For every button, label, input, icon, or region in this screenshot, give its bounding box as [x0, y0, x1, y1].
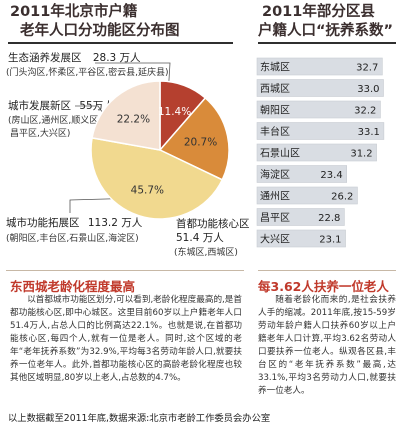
bar-category-label-6: 海淀区	[260, 168, 290, 181]
exp-area-value: 113.2 万人	[87, 217, 143, 229]
bar-series: 东城区 32.7 西城区 33.0 朝阳区 32.2 丰台区 33.1 石景山区 31.2 海淀区 2…	[256, 57, 385, 248]
right-section-heading: 每3.62人扶养一位老人	[258, 279, 389, 294]
bar-2	[256, 79, 384, 97]
bar-value-label-6: 23.4	[320, 170, 342, 181]
pie-title-line-2: 老年人口分功能区分布图	[20, 23, 180, 39]
bar-title-line-2: 户籍人口“抚养系数”	[258, 23, 394, 39]
eco-area-label: 生态涵养发展区 28.3 万人	[8, 50, 141, 65]
bar-category-label-3: 朝阳区	[260, 105, 290, 117]
bar-4	[256, 122, 385, 140]
exp-area-name: 城市功能拓展区	[6, 217, 80, 229]
pie-slices	[90, 80, 230, 220]
footer-source: 以上数据截至2011年底,数据来源:北京市老龄工作委员会办公室	[8, 413, 271, 424]
bar-category-label-9: 大兴区	[260, 233, 290, 246]
exp-area-districts: (朝阳区,丰台区,石景山区,海淀区)	[6, 234, 139, 244]
bar-value-label-9: 23.1	[319, 235, 341, 246]
bar-category-label-4: 丰台区	[260, 125, 290, 138]
bar-chart: 东城区 32.7 西城区 33.0 朝阳区 32.2 丰台区 33.1 石景山区 31.2 海淀区 2…	[256, 57, 385, 248]
bar-category-label-5: 石景山区	[260, 148, 300, 160]
dev-area-name: 城市发展新区	[8, 100, 71, 112]
bar-category-label-1: 东城区	[260, 61, 290, 74]
bar-value-label-3: 32.2	[354, 106, 376, 117]
eco-area-districts: (门头沟区,怀柔区,平谷区,密云县,延庆县)	[6, 68, 169, 78]
bar-value-label-5: 31.2	[350, 149, 372, 160]
left-section-body: 以首都城市功能区划分,可以看到,老龄化程度最高的,是首都功能核心区,即中心城区。…	[10, 295, 242, 383]
bar-title-line-1: 2011年部分区县	[262, 4, 375, 20]
bar-6	[256, 165, 347, 183]
bar-category-label-8: 昌平区	[260, 212, 290, 224]
bar-value-label-1: 32.7	[356, 63, 378, 74]
core-area-name: 首都功能核心区	[176, 218, 250, 230]
pie-slice-dev	[91, 80, 161, 151]
bar-1	[256, 57, 383, 76]
eco-area-name: 生态涵养发展区	[8, 52, 82, 64]
bar-category-label-7: 通州区	[260, 191, 290, 203]
core-area-value: 51.4 万人	[176, 232, 224, 244]
pie-slice-label-dev: 22.2%	[117, 113, 150, 125]
right-section-body: 随着老龄化而来的,是社会扶养人手的缩减。2011年底,按15-59岁劳动年龄户籍…	[258, 295, 396, 396]
bar-7	[256, 186, 358, 205]
dev-area-districts-line-2: 昌平区,大兴区)	[10, 129, 71, 139]
pie-slice-label-eco: 11.4%	[158, 106, 191, 118]
right-section-divider	[258, 270, 396, 271]
bar-category-label-2: 西城区	[260, 83, 290, 95]
bar-9	[256, 229, 346, 248]
bar-5	[256, 143, 377, 162]
pie-labels: 11.4% 20.7% 45.7% 22.2%	[117, 106, 218, 196]
pie-slice-label-exp: 45.7%	[131, 184, 164, 196]
pie-slice-label-core: 20.7%	[184, 137, 217, 149]
pie-slice-core	[158, 96, 230, 181]
bar-value-label-2: 33.0	[357, 84, 379, 95]
bar-value-label-4: 33.1	[358, 127, 380, 138]
bar-value-label-7: 26.2	[331, 192, 353, 203]
bar-value-label-8: 22.8	[318, 213, 340, 224]
exp-area-label: 城市功能拓展区 113.2 万人	[6, 215, 142, 230]
core-area-districts: (东城区,西城区)	[174, 248, 238, 258]
bar-title-divider	[258, 42, 396, 44]
bar-3	[256, 100, 381, 119]
pie-slice-exp	[90, 137, 224, 220]
eco-area-value: 28.3 万人	[92, 52, 141, 64]
pie-title-divider	[8, 42, 233, 44]
pie-chart: 11.4% 20.7% 45.7% 22.2%	[69, 62, 230, 220]
left-section-heading: 东西城老龄化程度最高	[10, 279, 136, 294]
left-section-divider	[6, 270, 244, 271]
dev-area-districts-line-1: (房山区,通州区,顺义区,	[8, 116, 102, 126]
bar-8	[256, 208, 345, 226]
pie-title-line-1: 2011年北京市户籍	[10, 4, 138, 20]
